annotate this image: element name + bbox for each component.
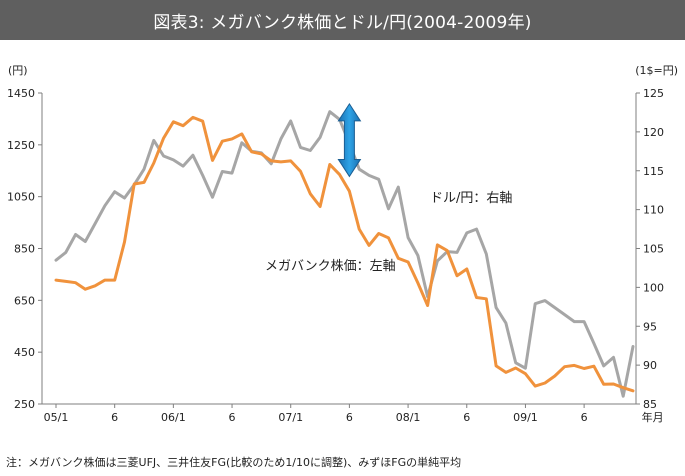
- right-tick-label: 100: [643, 281, 664, 294]
- left-tick-label: 450: [14, 346, 35, 359]
- bank-stock-annotation: メガバンク株価：左軸: [265, 259, 396, 274]
- x-tick-label: 06/1: [161, 411, 186, 424]
- x-tick-label: 05/1: [44, 411, 69, 424]
- x-axis-unit: 年月: [642, 410, 664, 424]
- right-axis-unit: (1$=円): [635, 64, 678, 77]
- chart-area: 250 450 650 850 1050 1250 1450 85 90 95 100 105 110 1…: [7, 64, 678, 424]
- double-arrow-icon: [337, 102, 362, 178]
- x-tick-label: 08/1: [396, 411, 421, 424]
- right-tick-label: 105: [643, 243, 664, 256]
- right-tick-label: 115: [643, 165, 664, 178]
- usdjpy-annotation: ドル/円：右軸: [430, 191, 512, 206]
- series-line: [54, 115, 635, 393]
- chart-title: 図表3: メガバンク株価とドル/円(2004-2009年): [0, 0, 685, 40]
- x-tick-label: 6: [346, 411, 353, 424]
- right-tick-label: 125: [643, 87, 664, 100]
- x-tick-label: 6: [111, 411, 118, 424]
- right-tick-label: 110: [643, 204, 664, 217]
- right-tick-label: 85: [643, 398, 657, 411]
- x-tick-label: 6: [581, 411, 588, 424]
- left-tick-label: 650: [14, 294, 35, 307]
- x-tick-label: 6: [229, 411, 236, 424]
- x-tick-label: 07/1: [278, 411, 303, 424]
- x-tick-label: 09/1: [513, 411, 538, 424]
- left-tick-label: 850: [14, 243, 35, 256]
- left-tick-label: 1450: [7, 87, 35, 100]
- left-tick-label: 250: [14, 398, 35, 411]
- footnote: 注：メガバンク株価は三菱UFJ、三井住友FG(比較のため1/10に調整)、みずほ…: [6, 456, 462, 469]
- left-tick-label: 1250: [7, 139, 35, 152]
- x-tick-label: 6: [463, 411, 470, 424]
- left-tick-label: 1050: [7, 191, 35, 204]
- right-tick-label: 90: [643, 359, 657, 372]
- axes: 250 450 650 850 1050 1250 1450 85 90 95 100 105 110 1…: [7, 64, 678, 424]
- right-tick-label: 95: [643, 320, 657, 333]
- right-tick-label: 120: [643, 126, 664, 139]
- left-axis-unit: (円): [8, 64, 28, 77]
